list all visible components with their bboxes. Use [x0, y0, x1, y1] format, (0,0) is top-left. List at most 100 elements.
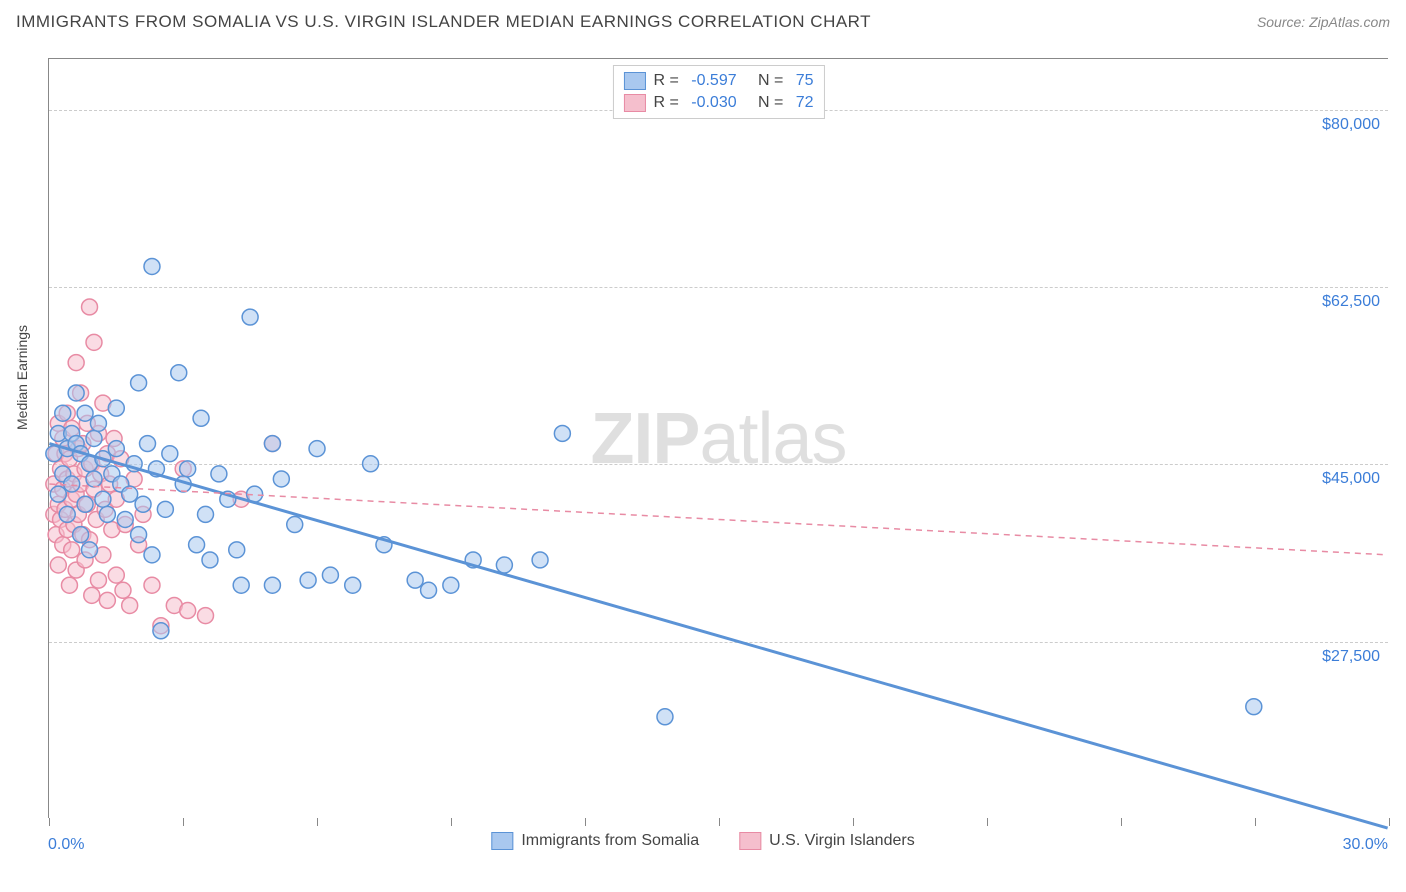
data-point	[180, 461, 196, 477]
data-point	[135, 496, 151, 512]
trend-line	[49, 444, 1387, 829]
data-point	[322, 567, 338, 583]
data-point	[264, 436, 280, 452]
data-point	[73, 527, 89, 543]
data-point	[82, 542, 98, 558]
legend-item: Immigrants from Somalia	[491, 832, 699, 850]
legend-swatch	[739, 832, 761, 850]
data-point	[554, 425, 570, 441]
x-tick	[183, 818, 184, 826]
data-point	[122, 597, 138, 613]
data-point	[86, 471, 102, 487]
data-point	[59, 506, 75, 522]
data-point	[229, 542, 245, 558]
data-point	[86, 431, 102, 447]
data-point	[68, 355, 84, 371]
data-point	[90, 572, 106, 588]
legend-swatch	[623, 94, 645, 112]
data-point	[496, 557, 512, 573]
data-point	[115, 582, 131, 598]
x-axis-min-label: 0.0%	[48, 836, 84, 854]
data-point	[99, 506, 115, 522]
data-point	[68, 385, 84, 401]
x-tick	[719, 818, 720, 826]
r-label: R =	[653, 72, 678, 90]
r-value: -0.597	[687, 72, 737, 90]
data-point	[55, 405, 71, 421]
data-point	[117, 511, 133, 527]
data-point	[50, 486, 66, 502]
x-tick	[451, 818, 452, 826]
data-point	[86, 334, 102, 350]
data-point	[171, 365, 187, 381]
data-point	[50, 557, 66, 573]
data-point	[61, 577, 77, 593]
data-point	[193, 410, 209, 426]
data-point	[140, 436, 156, 452]
n-label: N =	[745, 94, 784, 112]
x-tick	[1389, 818, 1390, 826]
y-axis-label: Median Earnings	[14, 325, 30, 430]
x-tick	[987, 818, 988, 826]
data-point	[84, 587, 100, 603]
x-tick	[1255, 818, 1256, 826]
data-point	[108, 441, 124, 457]
data-point	[64, 476, 80, 492]
data-point	[77, 496, 93, 512]
data-point	[99, 592, 115, 608]
source-attribution: Source: ZipAtlas.com	[1257, 14, 1390, 30]
data-point	[108, 567, 124, 583]
n-value: 72	[791, 94, 813, 112]
correlation-legend: R = -0.597 N = 75R = -0.030 N = 72	[612, 65, 824, 119]
legend-item: U.S. Virgin Islanders	[739, 832, 915, 850]
data-point	[233, 577, 249, 593]
x-axis-max-label: 30.0%	[1343, 836, 1388, 854]
r-label: R =	[653, 94, 678, 112]
chart-plot-area: ZIPatlas $27,500$45,000$62,500$80,000 R …	[48, 58, 1388, 818]
data-point	[242, 309, 258, 325]
x-tick	[585, 818, 586, 826]
data-point	[144, 547, 160, 563]
chart-title: IMMIGRANTS FROM SOMALIA VS U.S. VIRGIN I…	[16, 12, 871, 32]
n-value: 75	[791, 72, 813, 90]
data-point	[287, 517, 303, 533]
data-point	[77, 405, 93, 421]
legend-swatch	[623, 72, 645, 90]
data-point	[144, 258, 160, 274]
scatter-plot-svg	[49, 59, 1388, 818]
legend-row: R = -0.597 N = 75	[623, 70, 813, 92]
data-point	[657, 709, 673, 725]
data-point	[144, 577, 160, 593]
data-point	[64, 542, 80, 558]
data-point	[443, 577, 459, 593]
data-point	[407, 572, 423, 588]
series-legend: Immigrants from Somalia U.S. Virgin Islan…	[491, 832, 914, 850]
data-point	[131, 375, 147, 391]
data-point	[198, 608, 214, 624]
data-point	[82, 299, 98, 315]
data-point	[264, 577, 280, 593]
data-point	[300, 572, 316, 588]
data-point	[180, 603, 196, 619]
legend-series-name: U.S. Virgin Islanders	[769, 832, 915, 850]
data-point	[189, 537, 205, 553]
data-point	[1246, 699, 1262, 715]
data-point	[532, 552, 548, 568]
x-tick	[49, 818, 50, 826]
data-point	[157, 501, 173, 517]
data-point	[273, 471, 289, 487]
data-point	[108, 400, 124, 416]
data-point	[198, 506, 214, 522]
n-label: N =	[745, 72, 784, 90]
r-value: -0.030	[687, 94, 737, 112]
legend-series-name: Immigrants from Somalia	[521, 832, 699, 850]
data-point	[95, 491, 111, 507]
data-point	[363, 456, 379, 472]
data-point	[153, 623, 169, 639]
data-point	[131, 527, 147, 543]
trend-line	[49, 484, 1387, 555]
legend-swatch	[491, 832, 513, 850]
data-point	[309, 441, 325, 457]
data-point	[345, 577, 361, 593]
x-tick	[1121, 818, 1122, 826]
